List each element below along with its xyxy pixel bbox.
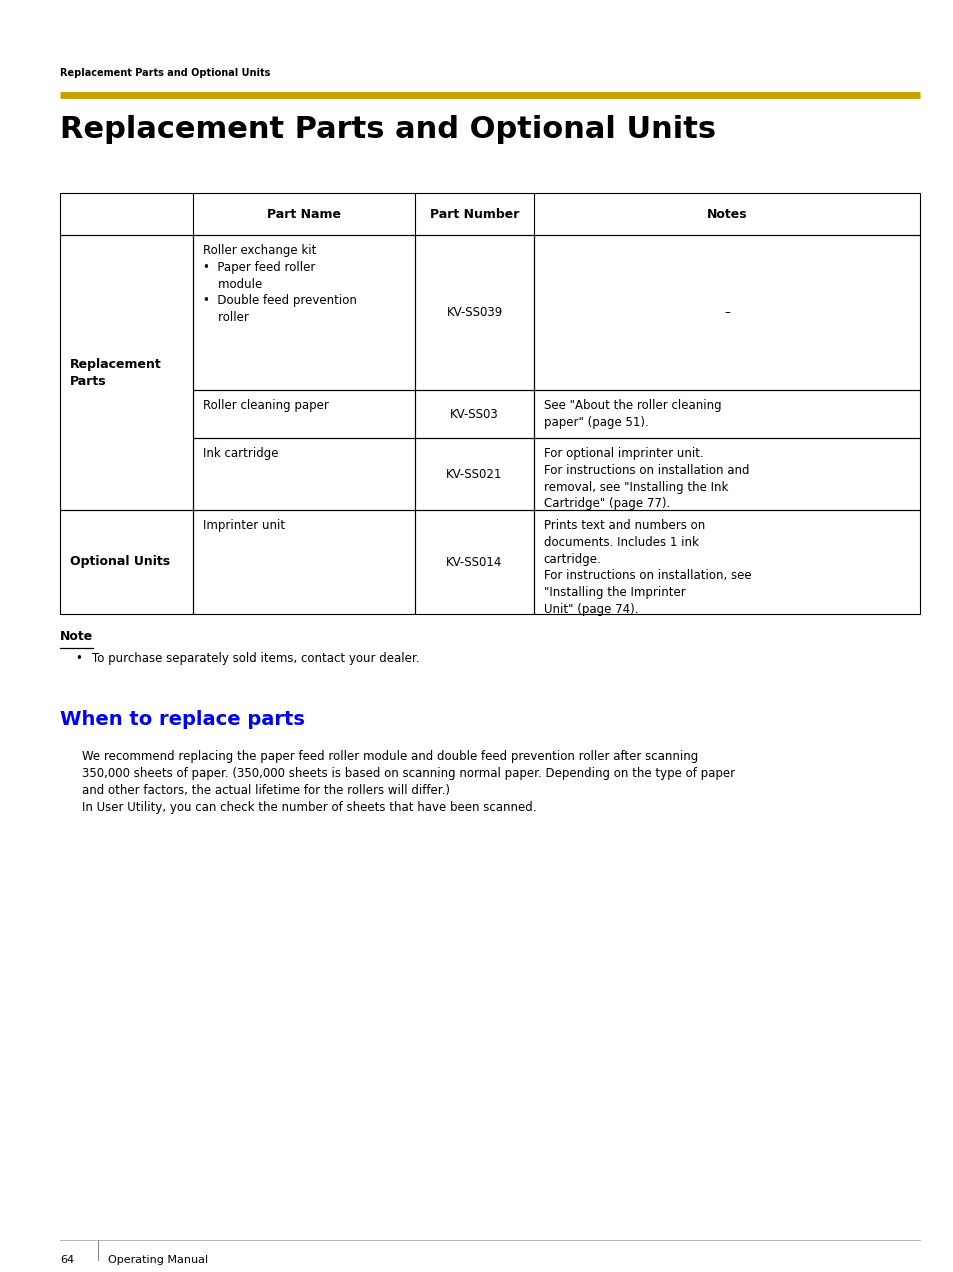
- Bar: [60, 510, 193, 614]
- Text: and other factors, the actual lifetime for the rollers will differ.): and other factors, the actual lifetime f…: [82, 784, 450, 798]
- Text: Replacement Parts and Optional Units: Replacement Parts and Optional Units: [60, 67, 270, 78]
- Text: 350,000 sheets of paper. (350,000 sheets is based on scanning normal paper. Depe: 350,000 sheets of paper. (350,000 sheets…: [82, 767, 735, 780]
- Bar: [193, 438, 415, 510]
- Text: See "About the roller cleaning
paper" (page 51).: See "About the roller cleaning paper" (p…: [543, 399, 720, 429]
- Bar: [415, 235, 534, 391]
- Bar: [415, 510, 534, 614]
- Bar: [60, 193, 919, 235]
- Text: KV-SS021: KV-SS021: [446, 468, 502, 481]
- Bar: [534, 438, 919, 510]
- Bar: [193, 510, 415, 614]
- Bar: [193, 235, 415, 391]
- Text: Roller exchange kit
•  Paper feed roller
    module
•  Double feed prevention
  : Roller exchange kit • Paper feed roller …: [203, 244, 356, 324]
- Text: •: •: [75, 653, 82, 665]
- Text: Replacement
Parts: Replacement Parts: [70, 357, 162, 388]
- Text: Prints text and numbers on
documents. Includes 1 ink
cartridge.
For instructions: Prints text and numbers on documents. In…: [543, 519, 751, 616]
- Bar: [534, 235, 919, 391]
- Text: KV-SS014: KV-SS014: [446, 556, 502, 569]
- Bar: [60, 235, 193, 510]
- Text: Imprinter unit: Imprinter unit: [203, 519, 285, 532]
- Bar: [534, 391, 919, 438]
- Text: When to replace parts: When to replace parts: [60, 710, 305, 729]
- Text: To purchase separately sold items, contact your dealer.: To purchase separately sold items, conta…: [91, 653, 419, 665]
- Text: For optional imprinter unit.
For instructions on installation and
removal, see ": For optional imprinter unit. For instruc…: [543, 446, 748, 510]
- Text: 64: 64: [60, 1255, 74, 1264]
- Text: Operating Manual: Operating Manual: [108, 1255, 208, 1264]
- Text: In User Utility, you can check the number of sheets that have been scanned.: In User Utility, you can check the numbe…: [82, 801, 536, 814]
- Text: Note: Note: [60, 630, 93, 644]
- Text: Part Number: Part Number: [430, 207, 518, 220]
- Text: Ink cartridge: Ink cartridge: [203, 446, 278, 460]
- Bar: [415, 438, 534, 510]
- Bar: [193, 391, 415, 438]
- Text: Roller cleaning paper: Roller cleaning paper: [203, 399, 329, 412]
- Bar: [415, 391, 534, 438]
- Text: Notes: Notes: [706, 207, 746, 220]
- Bar: [534, 510, 919, 614]
- Text: KV-SS03: KV-SS03: [450, 407, 498, 421]
- Text: We recommend replacing the paper feed roller module and double feed prevention r: We recommend replacing the paper feed ro…: [82, 750, 698, 763]
- Text: Replacement Parts and Optional Units: Replacement Parts and Optional Units: [60, 114, 716, 144]
- Text: –: –: [723, 307, 729, 319]
- Text: KV-SS039: KV-SS039: [446, 307, 502, 319]
- Text: Part Name: Part Name: [267, 207, 341, 220]
- Text: Optional Units: Optional Units: [70, 556, 170, 569]
